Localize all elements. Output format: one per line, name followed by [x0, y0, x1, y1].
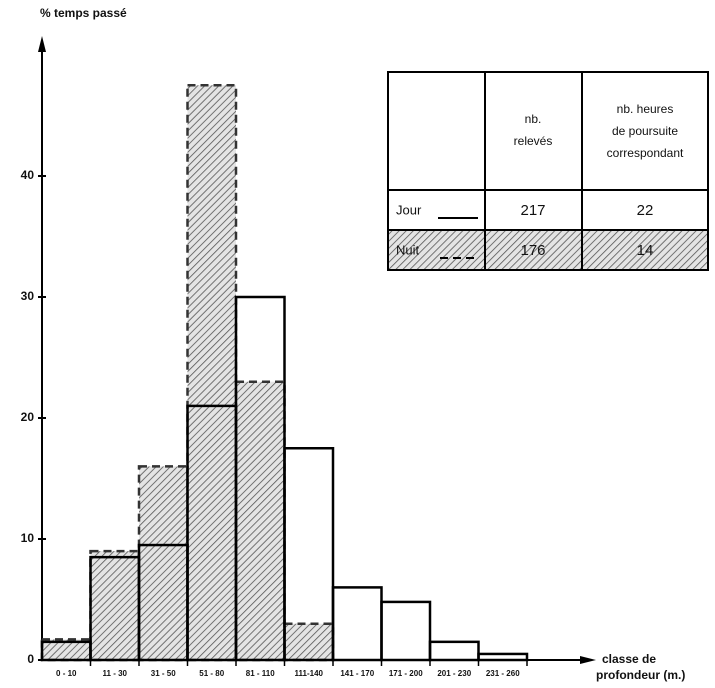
table-cell: 22	[637, 202, 654, 219]
x-tick-label: 11 - 30	[103, 669, 128, 678]
bar	[283, 447, 335, 662]
x-tick-label: 0 - 10	[56, 669, 77, 678]
x-tick-label: 81 - 110	[246, 669, 275, 678]
x-axis-label: profondeur (m.)	[596, 668, 685, 682]
table-cell: 217	[520, 202, 545, 219]
y-tick-label: 0	[27, 652, 34, 666]
x-tick-label: 31 - 50	[151, 669, 176, 678]
row-label: Nuit	[396, 242, 420, 257]
y-tick-label: 20	[21, 410, 35, 424]
y-tick-label: 40	[21, 168, 35, 182]
x-tick-label: 231 - 260	[486, 669, 520, 678]
x-tick-label: 111-140	[295, 669, 324, 678]
table-header: nb. relevés	[514, 112, 553, 148]
bar	[331, 586, 383, 662]
bar	[137, 465, 189, 662]
table-cell: 14	[637, 242, 654, 259]
bar	[234, 380, 286, 662]
x-tick-label: 171 - 200	[389, 669, 423, 678]
table-header: nb. heures de poursuite correspondant	[607, 102, 684, 160]
bar	[283, 622, 335, 662]
bar	[380, 600, 432, 662]
bar	[477, 652, 529, 662]
bar	[186, 84, 238, 662]
row-label: Jour	[396, 202, 422, 217]
table-cell: 176	[520, 242, 545, 259]
table: nb. relevés nb. heures de poursuite correspo…	[387, 71, 709, 271]
bar	[428, 640, 480, 662]
y-arrow	[38, 36, 46, 52]
x-tick-label: 201 - 230	[437, 669, 471, 678]
x-arrow	[580, 656, 596, 664]
y-tick-label: 10	[21, 531, 35, 545]
bar	[89, 549, 141, 662]
x-tick-label: 141 - 170	[340, 669, 374, 678]
y-tick-label: 30	[21, 289, 35, 303]
x-tick-label: 51 - 80	[199, 669, 224, 678]
x-axis-label: classe de	[602, 652, 656, 666]
y-axis-label: % temps passé	[40, 6, 127, 20]
